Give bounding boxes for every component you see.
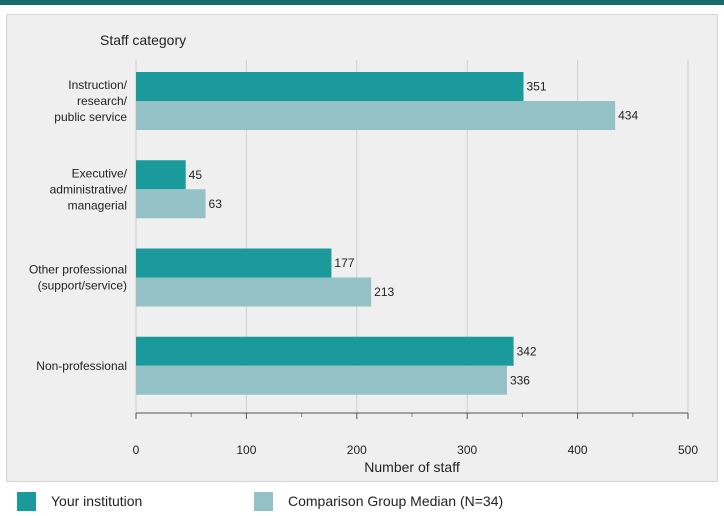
x-tick-label: 200 (347, 443, 367, 457)
x-tick-label: 100 (236, 443, 256, 457)
top-rule (0, 0, 724, 5)
legend-swatch (17, 491, 36, 511)
x-tick-label: 0 (133, 443, 140, 457)
x-tick-label: 400 (568, 443, 588, 457)
category-label: Non-professional (36, 359, 127, 373)
bar (136, 160, 186, 190)
x-tick-label: 300 (457, 443, 477, 457)
bar (136, 336, 514, 366)
x-tick-label: 500 (678, 443, 698, 457)
data-label: 213 (374, 285, 394, 299)
category-label: Instruction/research/public service (54, 78, 127, 124)
legend-label: Comparison Group Median (N=34) (288, 493, 504, 509)
data-label: 342 (517, 344, 537, 358)
legend: Your institution Comparison Group Median… (0, 486, 724, 516)
bar-chart: Staff category 351 434 45 63 177 213 342 336 In… (29, 32, 698, 475)
bar (136, 277, 372, 307)
legend-swatch (254, 491, 273, 511)
bar (136, 189, 206, 219)
chart-title: Staff category (100, 32, 186, 48)
data-label: 177 (334, 256, 354, 270)
data-label: 63 (209, 197, 223, 211)
legend-item-comparison-group: Comparison Group Median (N=34) (254, 486, 503, 516)
data-label: 45 (189, 168, 203, 182)
x-axis-label: Number of staff (364, 459, 460, 475)
legend-item-your-institution: Your institution (17, 486, 142, 516)
category-label: Executive/administrative/managerial (50, 166, 128, 212)
bar (136, 72, 524, 101)
data-label: 434 (618, 109, 638, 123)
bar (136, 248, 332, 278)
legend-label: Your institution (51, 493, 143, 509)
category-labels: Instruction/research/public service Execu… (29, 78, 128, 373)
data-label: 351 (527, 80, 547, 94)
x-ticks: 0 100 200 300 400 500 (133, 413, 698, 457)
bars: 351 434 45 63 177 213 342 336 (136, 72, 638, 395)
category-label: Other professional (support/service) (29, 263, 127, 293)
bar (136, 101, 616, 130)
bar (136, 365, 507, 395)
data-label: 336 (510, 373, 530, 387)
